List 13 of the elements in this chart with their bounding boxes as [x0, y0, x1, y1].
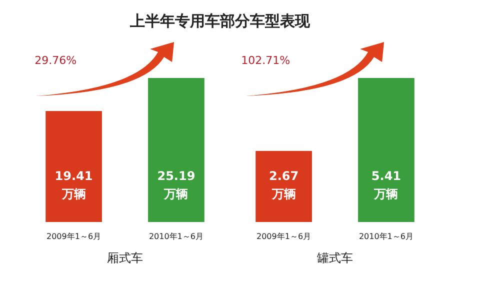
chart-title: 上半年专用车部分车型表现: [129, 12, 311, 30]
data-label: 19.41 万辆: [54, 169, 93, 201]
data-label: 5.41 万辆: [371, 169, 402, 201]
x-tick-label: 2009年1～6月: [256, 232, 312, 241]
text: 29.76%: [34, 54, 77, 67]
x-tick-label: 2010年1～6月: [358, 232, 414, 241]
x-tick-label: 2010年1～6月: [148, 232, 204, 241]
data-label: 2.67 万辆: [268, 169, 299, 201]
data-label: 25.19 万辆: [157, 169, 196, 201]
x-axis-title: 罐式车: [317, 251, 353, 265]
x-tick-label: 2009年1～6月: [46, 232, 102, 241]
x-axis-title: 厢式车: [107, 251, 143, 265]
text: 102.71%: [241, 54, 290, 67]
